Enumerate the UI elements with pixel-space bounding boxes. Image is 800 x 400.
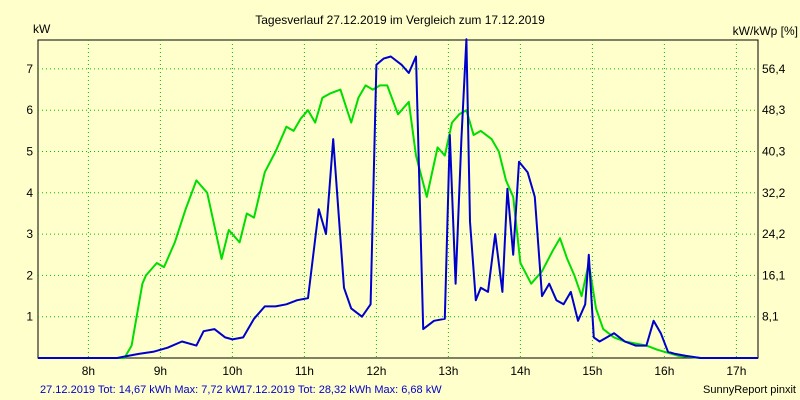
x-tick-label: 8h	[82, 364, 95, 378]
y-tick-label: 2	[26, 268, 33, 282]
y2-tick-label: 24,2	[762, 227, 786, 241]
x-tick-label: 15h	[582, 364, 602, 378]
legend-series-27-12: 27.12.2019 Tot: 14,67 kWh Max: 7,72 kW	[40, 384, 242, 396]
plot-area	[37, 39, 759, 359]
credit-text: SunnyReport pinxit	[703, 384, 796, 396]
y2-tick-label: 32,2	[762, 186, 786, 200]
x-axis-ticks: 8h 9h 10h 11h 12h 13h 14h 15h 16h 17h	[82, 364, 747, 378]
y-tick-label: 6	[26, 103, 33, 117]
y-tick-label: 1	[26, 310, 33, 324]
y-axis-left-ticks: 1 2 3 4 5 6 7	[26, 62, 33, 324]
x-tick-label: 16h	[654, 364, 674, 378]
chart-title: Tagesverlauf 27.12.2019 im Vergleich zum…	[255, 13, 545, 27]
series-line-2	[38, 84, 758, 359]
y-tick-label: 4	[26, 186, 33, 200]
x-tick-label: 12h	[366, 364, 386, 378]
y2-tick-label: 8,1	[762, 310, 779, 324]
y-tick-label: 5	[26, 145, 33, 159]
x-tick-label: 14h	[510, 364, 530, 378]
x-tick-label: 17h	[726, 364, 746, 378]
y-tick-label: 7	[26, 62, 33, 76]
y-axis-right-ticks: 8,1 16,1 24,2 32,2 40,3 48,3 56,4	[762, 62, 786, 324]
y2-tick-label: 48,3	[762, 103, 786, 117]
legend-series-17-12: 17.12.2019 Tot: 28,32 kWh Max: 6,68 kW	[240, 384, 442, 396]
x-tick-label: 11h	[295, 364, 314, 378]
grid	[38, 40, 758, 358]
x-tick-label: 10h	[222, 364, 242, 378]
x-tick-label: 9h	[154, 364, 167, 378]
y2-tick-label: 40,3	[762, 145, 786, 159]
y-axis-right-label: kW/kWp [%]	[733, 24, 798, 38]
series-line-1	[38, 38, 758, 359]
y-axis-left-label: kW	[33, 22, 51, 36]
x-tick-label: 13h	[438, 364, 458, 378]
y-tick-label: 3	[26, 227, 33, 241]
series-lines	[38, 38, 758, 359]
y2-tick-label: 16,1	[762, 268, 786, 282]
y2-tick-label: 56,4	[762, 62, 786, 76]
